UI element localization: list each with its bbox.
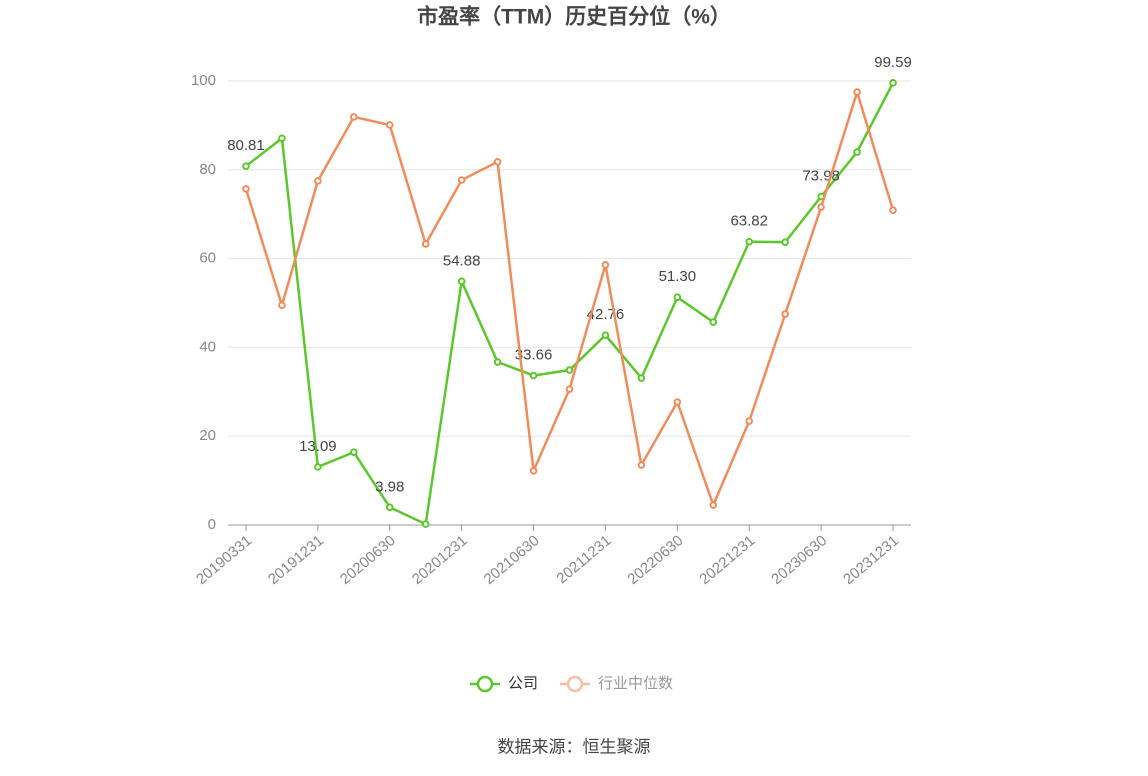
data-label: 63.82 xyxy=(730,213,768,230)
point xyxy=(314,463,322,471)
point xyxy=(242,185,250,193)
chart-title: 市盈率（TTM）历史百分位（%） xyxy=(417,5,731,29)
point xyxy=(278,301,286,310)
point xyxy=(673,398,682,406)
point xyxy=(278,134,286,143)
point xyxy=(637,374,646,382)
data-label: 13.09 xyxy=(299,438,337,455)
point xyxy=(457,277,466,286)
point xyxy=(889,206,897,215)
x-tick-label: 20220630 xyxy=(624,532,686,588)
y-tick-label: 60 xyxy=(199,250,216,267)
point xyxy=(314,177,322,185)
legend-label[interactable]: 公司 xyxy=(508,675,538,692)
legend-label[interactable]: 行业中位数 xyxy=(598,675,673,692)
legend-marker[interactable] xyxy=(566,675,584,693)
y-tick-label: 40 xyxy=(199,338,216,355)
data-label: 54.88 xyxy=(443,252,481,269)
x-tick-label: 20221231 xyxy=(696,532,758,588)
point xyxy=(385,121,394,129)
x-tick-label: 20231231 xyxy=(840,532,902,588)
y-tick-label: 80 xyxy=(199,161,216,178)
data-label: 73.98 xyxy=(802,167,840,184)
x-tick-label: 20200630 xyxy=(337,532,399,588)
point xyxy=(421,240,430,248)
point xyxy=(781,238,789,246)
point xyxy=(457,176,466,184)
point xyxy=(385,503,394,512)
point xyxy=(853,88,861,96)
point xyxy=(745,417,754,425)
series-line xyxy=(245,82,895,526)
point xyxy=(493,158,502,166)
point xyxy=(817,203,825,211)
point xyxy=(493,358,502,366)
point xyxy=(350,448,358,456)
x-tick-label: 20191231 xyxy=(265,532,327,588)
point xyxy=(889,79,897,87)
point xyxy=(601,331,610,339)
point xyxy=(601,261,610,269)
data-label: 80.81 xyxy=(227,137,265,154)
x-tick-label: 20190331 xyxy=(193,532,255,588)
x-tick-label: 20211231 xyxy=(553,532,614,587)
data-label: 3.98 xyxy=(375,478,404,495)
series-line xyxy=(244,87,895,509)
x-tick-label: 20201231 xyxy=(409,532,471,588)
point xyxy=(350,113,358,121)
source-note: 数据来源：恒生聚源 xyxy=(498,737,651,756)
point xyxy=(709,318,718,326)
legend-marker[interactable] xyxy=(476,675,494,693)
data-label: 33.66 xyxy=(515,347,553,364)
x-tick-label: 20230630 xyxy=(768,532,830,588)
y-tick-label: 100 xyxy=(191,72,216,89)
point xyxy=(529,371,538,380)
data-label: 51.30 xyxy=(659,268,697,285)
point xyxy=(565,366,574,374)
point xyxy=(637,461,646,469)
point xyxy=(529,467,538,475)
y-tick-label: 0 xyxy=(208,516,216,533)
point xyxy=(709,501,718,509)
point xyxy=(565,385,574,393)
x-tick-label: 20210630 xyxy=(481,532,543,588)
point xyxy=(673,293,682,302)
data-label: 99.59 xyxy=(874,54,912,71)
y-tick-label: 20 xyxy=(199,427,216,444)
point xyxy=(853,148,861,156)
point xyxy=(421,520,430,528)
point xyxy=(745,237,754,246)
point xyxy=(781,310,789,318)
point xyxy=(242,162,250,171)
